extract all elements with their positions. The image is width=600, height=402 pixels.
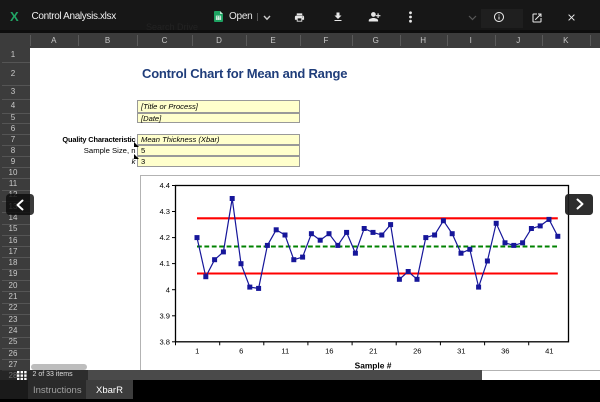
svg-text:1: 1 bbox=[195, 347, 199, 356]
svg-text:4: 4 bbox=[166, 285, 170, 294]
svg-text:41: 41 bbox=[545, 347, 553, 356]
svg-text:4.2: 4.2 bbox=[159, 233, 170, 242]
svg-text:6: 6 bbox=[239, 347, 243, 356]
svg-text:36: 36 bbox=[501, 347, 509, 356]
svg-text:11: 11 bbox=[281, 347, 289, 356]
svg-text:Sample #: Sample # bbox=[355, 361, 392, 371]
svg-text:3.8: 3.8 bbox=[159, 337, 170, 346]
svg-text:4.1: 4.1 bbox=[159, 259, 170, 268]
svg-text:4.4: 4.4 bbox=[159, 181, 170, 190]
svg-text:3.9: 3.9 bbox=[159, 311, 170, 320]
svg-text:4.3: 4.3 bbox=[159, 207, 170, 216]
svg-text:16: 16 bbox=[325, 347, 333, 356]
svg-text:31: 31 bbox=[457, 347, 465, 356]
svg-text:26: 26 bbox=[413, 347, 421, 356]
svg-text:21: 21 bbox=[369, 347, 377, 356]
